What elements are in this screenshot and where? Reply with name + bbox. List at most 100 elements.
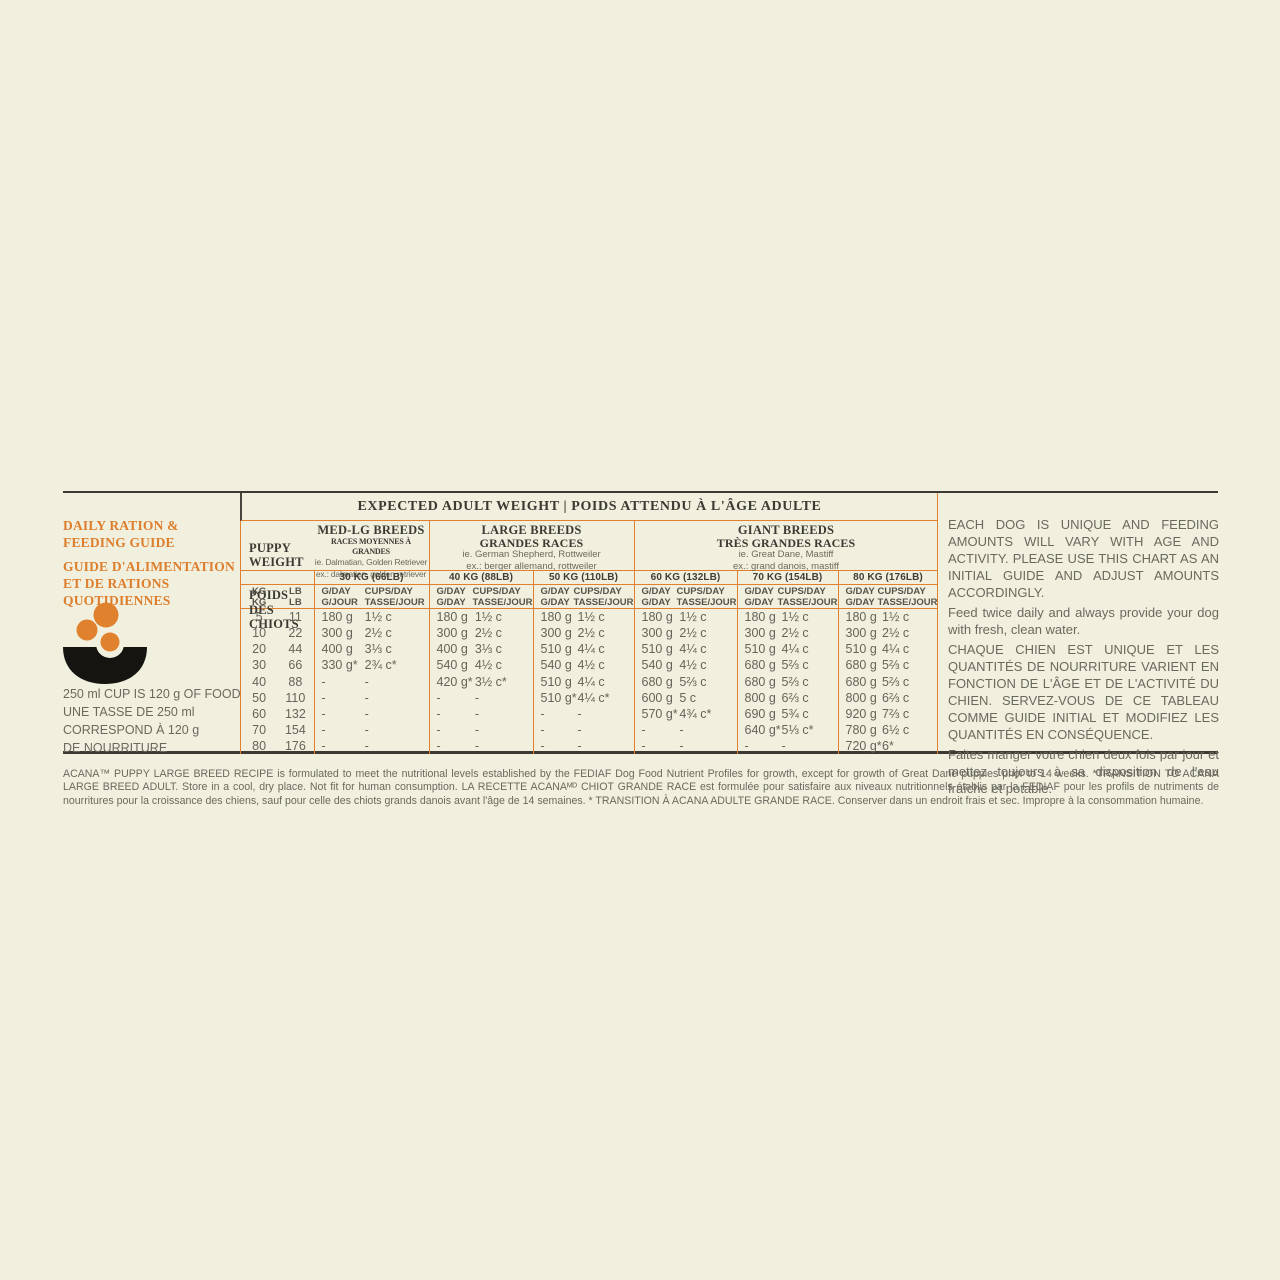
feeding-guide-table: EXPECTED ADULT WEIGHT | POIDS ATTENDU À … <box>240 493 938 755</box>
advice-en-upper: EACH DOG IS UNIQUE AND FEEDING AMOUNTS W… <box>948 517 1219 600</box>
column-header-cell: G/DAY G/DAY CUPS/DAY TASSE/JOUR <box>428 585 533 608</box>
cups-per-day-value: 5⅔ c <box>781 674 809 689</box>
ration-cell: 600 g 5 c <box>633 689 737 706</box>
ration-cell: 180 g 1½ c <box>837 609 938 626</box>
grams-per-day-value: 400 g <box>436 642 468 657</box>
cups-per-day-value: - <box>679 739 684 754</box>
cups-per-day-value: 2½ c <box>364 626 392 641</box>
grams-per-day-value: 780 g <box>845 723 877 738</box>
grams-per-day-value: 420 g* <box>436 674 473 689</box>
lb-value: 88 <box>288 674 303 689</box>
ration-cell: -- <box>532 721 634 739</box>
group-name-fr: RACES MOYENNES À GRANDES <box>331 537 411 556</box>
grams-per-day-value: - <box>321 706 326 721</box>
ration-cell: 510 g 4¼ c <box>532 673 634 690</box>
cupsday-header: CUPS/DAY TASSE/JOUR <box>573 586 634 608</box>
kg-header: KG KG <box>252 586 267 608</box>
grams-per-day-value: 680 g <box>744 658 776 673</box>
regulatory-footnote: ACANA™ PUPPY LARGE BREED RECIPE is formu… <box>63 768 1219 809</box>
cup-equivalence-note: 250 ml CUP IS 120 g OF FOOD UNE TASSE DE… <box>63 687 241 755</box>
group-example-fr: ex.: dalmatien, golden retriever <box>315 568 427 579</box>
ration-cell: 800 g 6⅔ c <box>736 689 838 706</box>
cups-per-day-value: 3½ c* <box>474 674 507 689</box>
group-name-fr: GRANDES RACES <box>479 536 584 550</box>
kg-value: 80 <box>252 739 267 754</box>
grams-per-day-value: 600 g <box>641 690 673 705</box>
gday-header: G/DAY G/DAY <box>436 586 466 608</box>
cups-per-day-value: 5⅔ c <box>882 658 910 673</box>
ration-cell: 540 g 4½ c <box>532 657 634 674</box>
group-example-fr: ex.: grand danois, mastiff <box>733 560 839 572</box>
grams-per-day-value: 920 g <box>845 706 877 721</box>
cupsday-header: CUPS/DAY TASSE/JOUR <box>364 586 425 608</box>
ration-cell: 330 g* 2¾ c* <box>313 657 429 674</box>
grams-per-day-value: - <box>436 690 441 705</box>
grams-per-day-value: 690 g <box>744 706 776 721</box>
expected-adult-weight-header: EXPECTED ADULT WEIGHT | POIDS ATTENDU À … <box>240 493 938 521</box>
cups-per-day-value: - <box>474 739 479 754</box>
grams-per-day-value: 180 g <box>845 610 877 625</box>
grams-per-day-value: 510 g* <box>540 690 577 705</box>
grams-per-day-value: 510 g <box>540 642 572 657</box>
cups-per-day-value: - <box>364 706 369 721</box>
cups-per-day-value: - <box>474 723 479 738</box>
cups-per-day-value: 2¾ c* <box>364 658 397 673</box>
cups-per-day-value: 6* <box>882 739 894 754</box>
grams-per-day-value: - <box>540 706 545 721</box>
lb-value: 22 <box>288 626 303 641</box>
grams-per-day-value: 540 g <box>540 658 572 673</box>
ration-cell: 510 g 4¼ c <box>736 641 838 658</box>
cups-per-day-value: - <box>364 674 369 689</box>
cups-per-day-value: 2½ c <box>882 626 910 641</box>
ration-cell: 300 g 2½ c <box>736 625 838 642</box>
cups-per-day-value: 6⅔ c <box>882 690 910 705</box>
grams-per-day-value: 300 g <box>744 626 776 641</box>
ration-cell: -- <box>313 705 429 722</box>
group-name-fr: TRÈS GRANDES RACES <box>716 536 856 550</box>
ration-cell: 690 g 5¾ c <box>736 705 838 722</box>
grams-per-day-value: 300 g <box>641 626 673 641</box>
gday-header: G/DAY G/JOUR <box>321 586 358 608</box>
grams-per-day-value: - <box>321 690 326 705</box>
grams-per-day-value: - <box>744 739 749 754</box>
ration-cell: 180 g 1½ c <box>428 609 533 626</box>
adult-weight-label: 30 KG (66LB) <box>313 571 429 584</box>
grams-per-day-value: 400 g <box>321 642 353 657</box>
cups-per-day-value: - <box>474 706 479 721</box>
cups-per-day-value: 1½ c <box>781 610 809 625</box>
breed-group-0: MED-LG BREEDS RACES MOYENNES À GRANDES ie.… <box>314 521 429 646</box>
cups-per-day-value: 6⅔ c <box>781 690 809 705</box>
grams-per-day-value: 540 g <box>436 658 468 673</box>
ration-cell: 510 g* 4¼ c* <box>532 689 634 706</box>
ration-cell: 400 g 3⅓ c <box>428 641 533 658</box>
left-panel: DAILY RATION & FEEDING GUIDE GUIDE D'ALI… <box>63 517 240 616</box>
feeding-advice-panel: EACH DOG IS UNIQUE AND FEEDING AMOUNTS W… <box>948 516 1219 797</box>
column-header-cell: G/DAY G/DAY CUPS/DAY TASSE/JOUR <box>736 585 838 608</box>
kg-value: 10 <box>252 626 267 641</box>
weight-row-spacer <box>241 571 314 584</box>
group-name-en: MED-LG BREEDS <box>317 523 425 537</box>
ration-cell: -- <box>633 738 737 755</box>
group-name-en: LARGE BREEDS <box>481 523 582 537</box>
adult-weight-label: 60 KG (132LB) <box>633 571 737 584</box>
cups-per-day-value: 4¼ c <box>577 674 605 689</box>
puppy-weight-cell: 10 22 <box>241 625 314 641</box>
grams-per-day-value: - <box>436 739 441 754</box>
grams-per-day-value: 300 g <box>540 626 572 641</box>
cups-per-day-value: - <box>781 739 786 754</box>
cups-per-day-value: - <box>577 723 582 738</box>
ration-cell: 720 g* 6* <box>837 738 938 755</box>
ration-cell: -- <box>313 689 429 706</box>
column-header-cell: G/DAY G/DAY CUPS/DAY TASSE/JOUR <box>837 585 938 608</box>
cups-per-day-value: 4¼ c <box>577 642 605 657</box>
grams-per-day-value: - <box>436 706 441 721</box>
ration-cell: 680 g 5⅔ c <box>837 673 938 690</box>
ration-cell: -- <box>633 721 737 739</box>
grams-per-day-value: - <box>321 723 326 738</box>
ration-cell: 300 g 2½ c <box>633 625 737 642</box>
cups-per-day-value: 4½ c <box>577 658 605 673</box>
ration-cell: 540 g 4½ c <box>428 657 533 674</box>
cups-per-day-value: 3⅓ c <box>474 642 502 657</box>
adult-weight-label: 40 KG (88LB) <box>428 571 533 584</box>
cupsday-header: CUPS/DAY TASSE/JOUR <box>777 586 838 608</box>
